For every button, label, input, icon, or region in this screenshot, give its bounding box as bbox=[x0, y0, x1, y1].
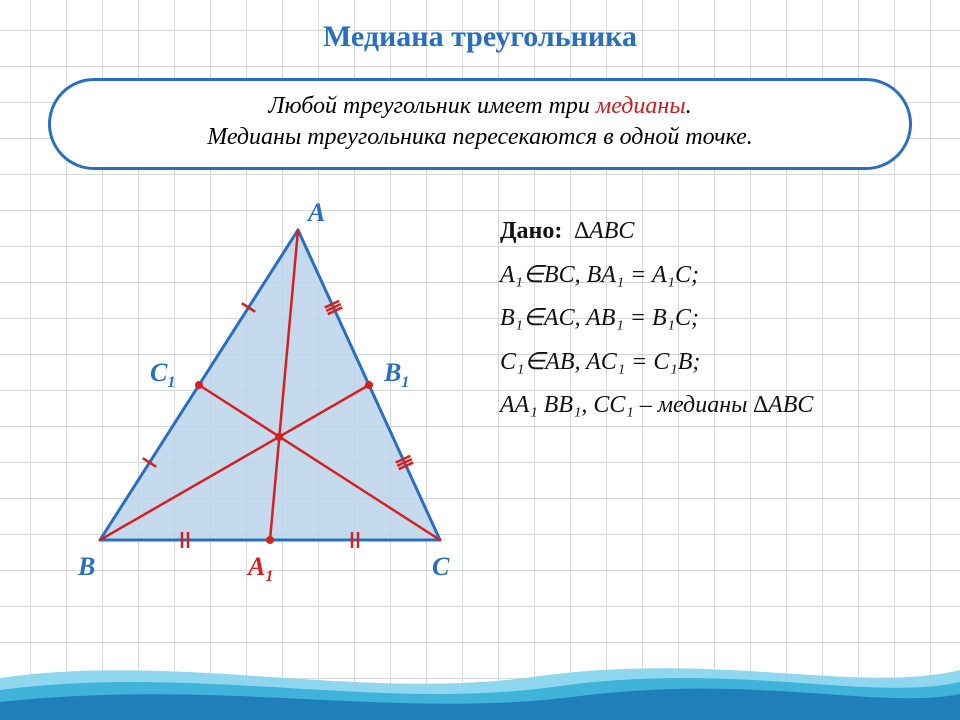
vertex-label-C1: C1 bbox=[150, 358, 175, 392]
callout-line1-b: . bbox=[686, 93, 692, 119]
callout-highlight: медианы bbox=[596, 93, 686, 119]
page-title: Медиана треугольника bbox=[0, 20, 960, 54]
given-value: ∆ABC bbox=[574, 218, 634, 244]
triangle-diagram: A B C A1 B1 C1 bbox=[60, 200, 500, 600]
decorative-wave bbox=[0, 650, 960, 720]
diagram-svg bbox=[60, 200, 500, 600]
given-block: Дано: ∆ABC A₁∈BC, BA₁ = A₁C; B₁∈AC, AB₁ … bbox=[500, 212, 930, 430]
given-row-1: A₁∈BC, BA₁ = A₁C; bbox=[500, 256, 930, 296]
vertex-label-A: A bbox=[308, 198, 325, 228]
vertex-label-C: C bbox=[432, 552, 449, 582]
given-label: Дано: bbox=[500, 218, 562, 244]
vertex-label-B: B bbox=[78, 552, 95, 582]
callout-line1-a: Любой треугольник имеет три bbox=[268, 93, 596, 119]
theorem-callout: Любой треугольник имеет три медианы. Мед… bbox=[48, 78, 912, 170]
given-row-2: B₁∈AC, AB₁ = B₁C; bbox=[500, 299, 930, 339]
callout-line-1: Любой треугольник имеет три медианы. bbox=[75, 91, 885, 122]
given-row-3: C₁∈AB, AC₁ = C₁B; bbox=[500, 343, 930, 383]
given-header: Дано: ∆ABC bbox=[500, 212, 930, 252]
given-row-4: AA₁ BB₁, CC₁ – медианы ∆ABC bbox=[500, 386, 930, 426]
vertex-label-B1: B1 bbox=[384, 358, 409, 392]
vertex-label-A1: A1 bbox=[248, 552, 273, 586]
callout-line-2: Медианы треугольника пересекаются в одно… bbox=[75, 122, 885, 153]
